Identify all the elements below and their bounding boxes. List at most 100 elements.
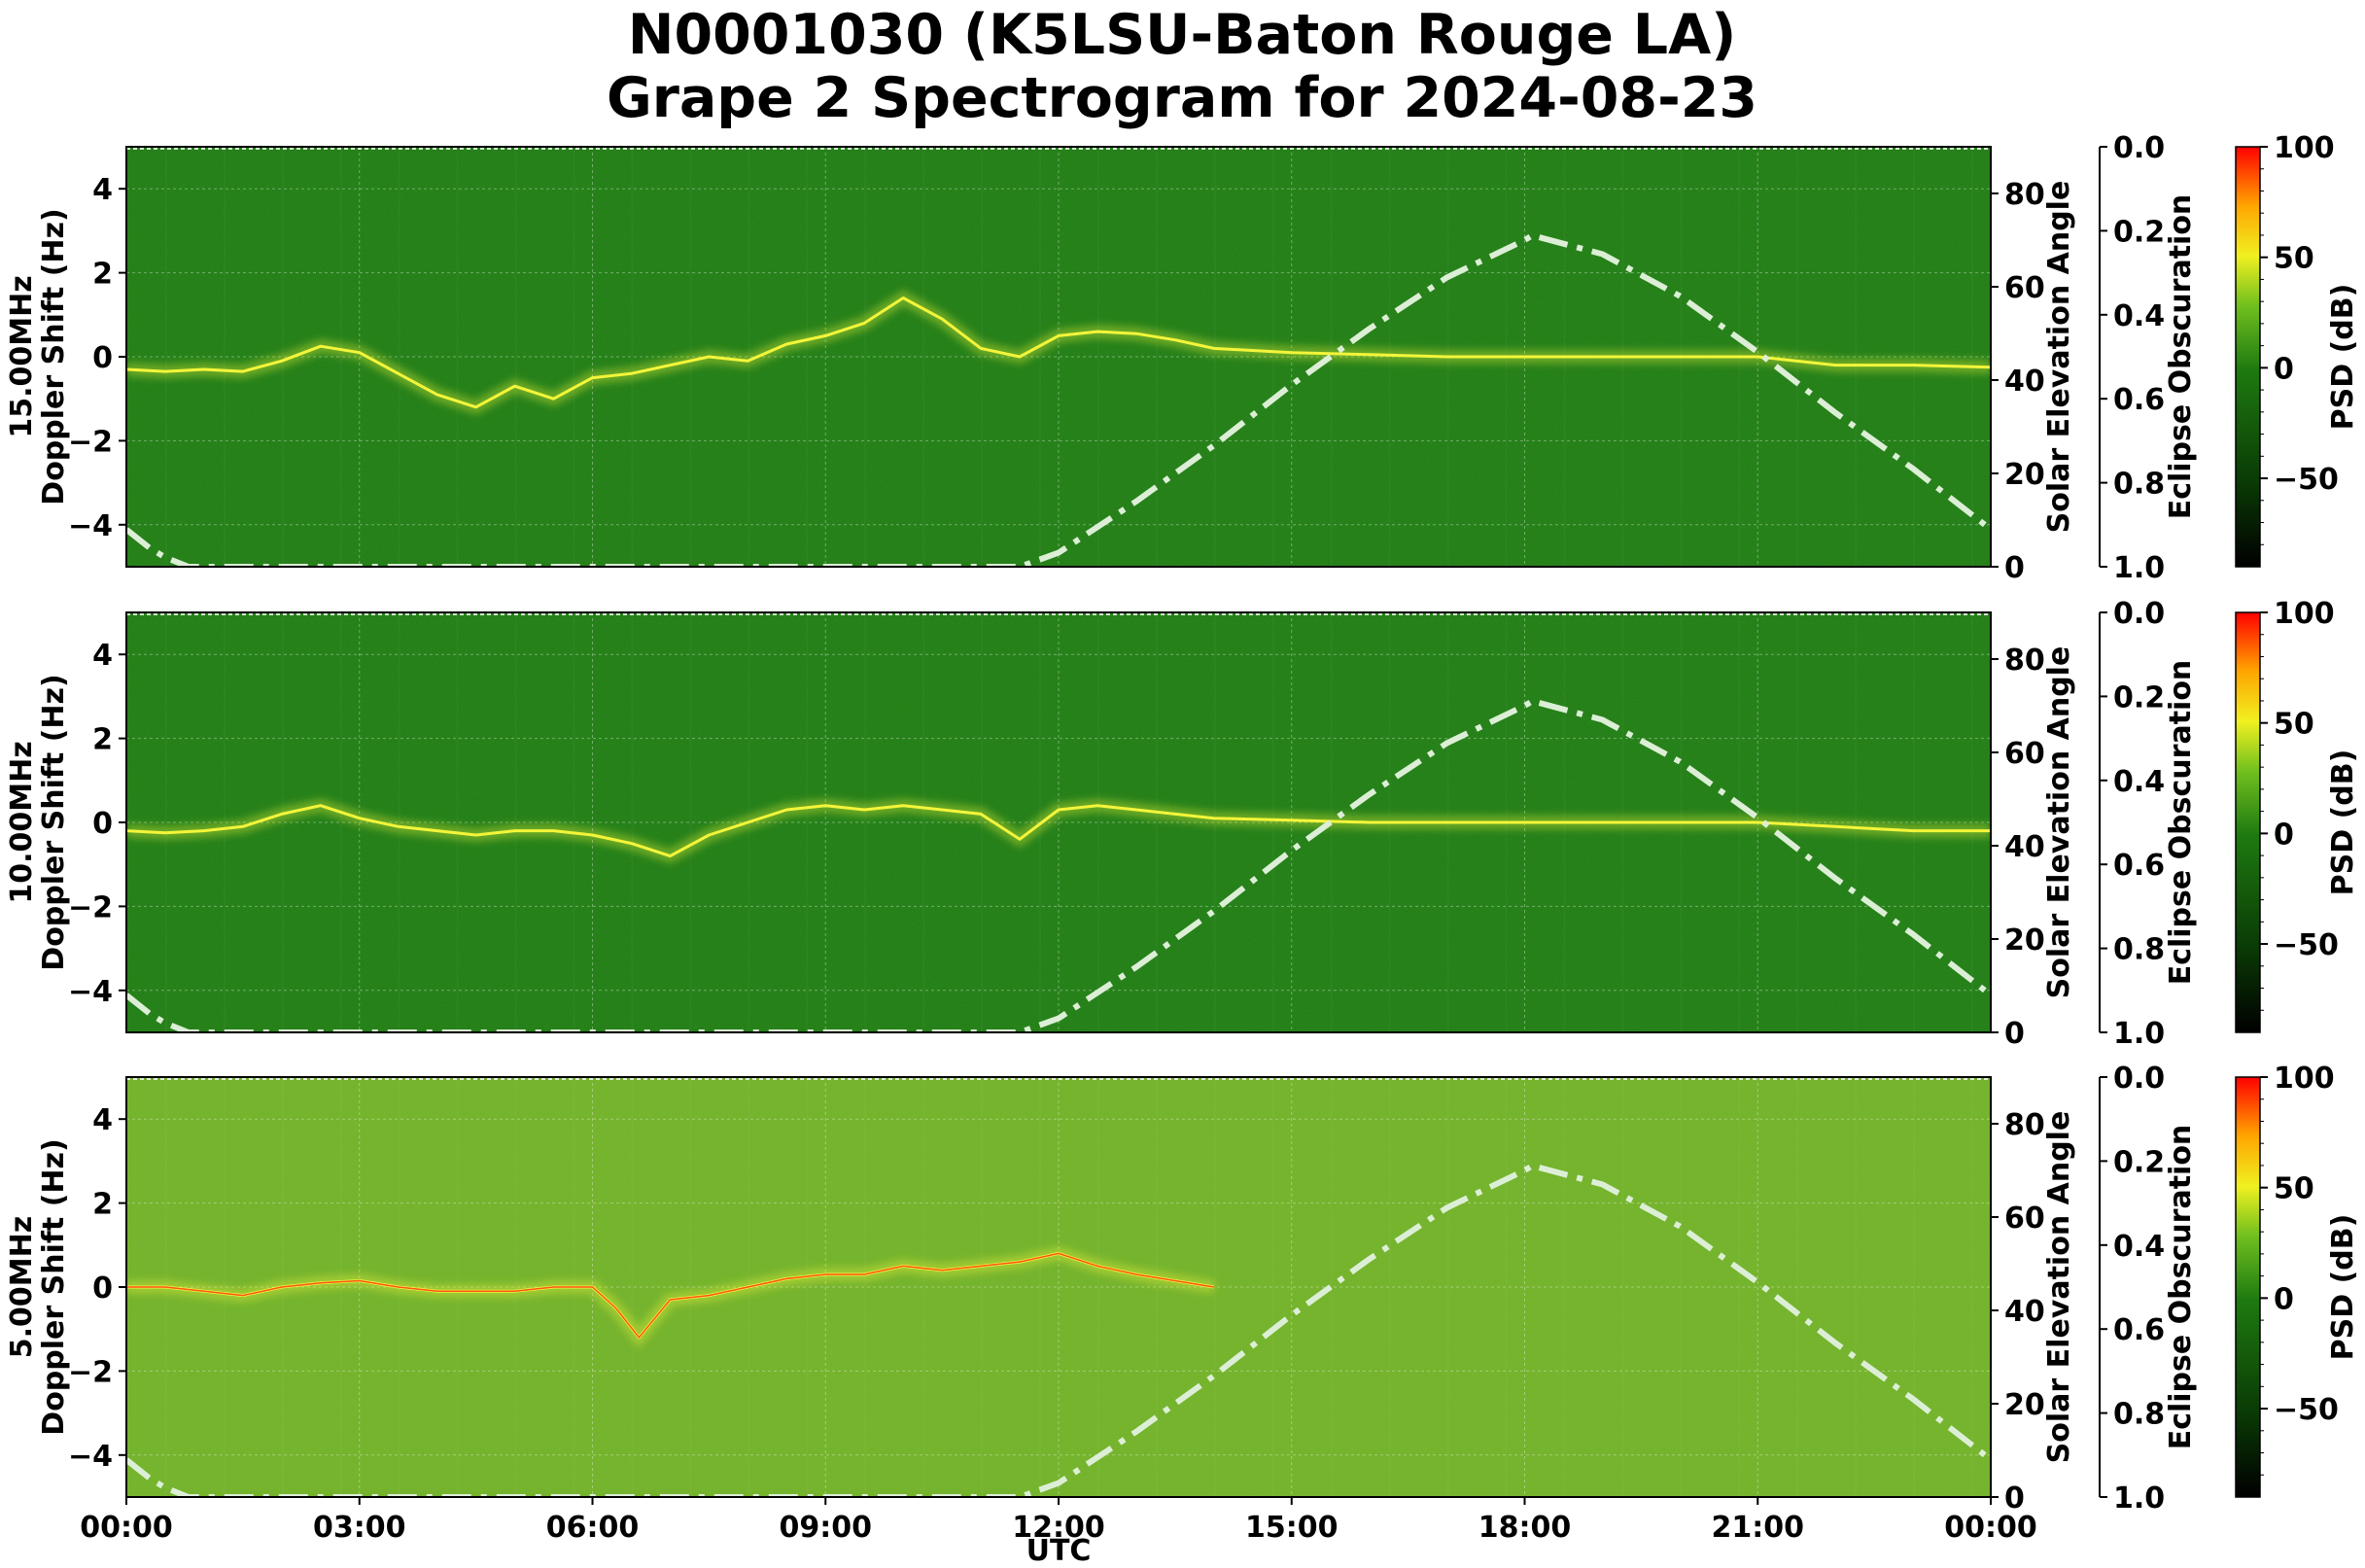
solar-axis-label: Solar Elevation Angle (2042, 181, 2076, 534)
solar-tick-label: 40 (2004, 830, 2045, 864)
y-tick-label: 0 (92, 341, 113, 375)
y-tick-label: 2 (92, 258, 113, 292)
doppler-trace-peak (126, 1252, 1214, 1339)
eclipse-tick-label: 1.0 (2113, 551, 2165, 585)
solar-tick-label: 20 (2004, 923, 2045, 958)
texture-stripe (981, 1077, 983, 1497)
eclipse-tick-label: 0.2 (2113, 680, 2165, 714)
solar-tick-label: 0 (2004, 1017, 2025, 1051)
frequency-label: 10.00MHz (5, 741, 39, 903)
texture-stripe (340, 147, 342, 567)
y-tick-label: −2 (68, 425, 113, 459)
eclipse-tick-label: 0.8 (2113, 1398, 2165, 1432)
texture-stripe (631, 612, 633, 1032)
texture-stripe (1214, 1077, 1216, 1497)
solar-tick-label: 20 (2004, 458, 2045, 492)
y-tick-label: 4 (92, 1103, 113, 1137)
frequency-label: 15.00MHz (5, 275, 39, 437)
y-tick-label: 0 (92, 1272, 113, 1306)
texture-stripe (806, 612, 808, 1032)
x-axis-label: UTC (1026, 1534, 1092, 1568)
doppler-trace (125, 296, 1992, 409)
texture-stripe (340, 612, 342, 1032)
colorbar-tick-label: 50 (2274, 708, 2314, 742)
x-tick-label: 03:00 (313, 1511, 406, 1545)
solar-tick-label: 80 (2004, 644, 2045, 678)
colorbar-tick-label: 100 (2274, 1062, 2335, 1096)
eclipse-tick-label: 1.0 (2113, 1481, 2165, 1516)
texture-stripe (689, 1077, 691, 1497)
texture-stripe (282, 612, 284, 1032)
colorbar-tick-label: 100 (2274, 131, 2335, 165)
colorbar-tick-label: 50 (2274, 1172, 2314, 1206)
texture-stripe (574, 147, 575, 567)
texture-stripe (689, 612, 691, 1032)
doppler-trace (125, 804, 1991, 858)
solar-tick-label: 0 (2004, 1481, 2025, 1516)
eclipse-tick-label: 1.0 (2113, 1017, 2165, 1051)
texture-stripe (457, 612, 459, 1032)
colorbar-tick-label: 0 (2274, 1282, 2294, 1316)
eclipse-tick-label: 0.2 (2113, 215, 2165, 249)
x-tick-label: 18:00 (1478, 1511, 1572, 1545)
solar-tick-label: 20 (2004, 1388, 2045, 1422)
texture-stripe (922, 147, 924, 567)
texture-stripe (457, 147, 459, 567)
x-tick-label: 09:00 (780, 1511, 873, 1545)
texture-stripe (224, 147, 226, 567)
texture-stripe (1156, 612, 1158, 1032)
texture-stripe (1214, 147, 1216, 567)
solar-tick-label: 60 (2004, 737, 2045, 771)
eclipse-tick-label: 0.0 (2113, 597, 2165, 631)
texture-stripe (1097, 147, 1099, 567)
eclipse-tick-label: 0.4 (2113, 299, 2165, 333)
eclipse-tick-label: 0.6 (2113, 849, 2165, 883)
solar-elevation-curve (126, 231, 1991, 567)
colorbar-label: PSD (dB) (2326, 284, 2360, 431)
eclipse-axis-label: Eclipse Obscuration (2164, 1125, 2198, 1450)
solar-tick-label: 40 (2004, 365, 2045, 399)
psd-colorbar (2235, 611, 2261, 1033)
texture-stripe (399, 147, 400, 567)
colorbar-tick-label: −50 (2274, 1393, 2339, 1427)
eclipse-tick-label: 0.8 (2113, 933, 2165, 967)
texture-stripe (806, 147, 808, 567)
texture-stripe (574, 612, 575, 1032)
frequency-label: 5.00MHz (5, 1216, 39, 1358)
texture-stripe (1039, 147, 1041, 567)
solar-axis-label: Solar Elevation Angle (2042, 1111, 2076, 1464)
y-tick-label: −2 (68, 1355, 113, 1389)
y-tick-label: 2 (92, 723, 113, 757)
x-tick-label: 12:00 (1012, 1511, 1105, 1545)
eclipse-tick-label: 0.6 (2113, 1313, 2165, 1347)
solar-tick-label: 80 (2004, 178, 2045, 212)
eclipse-tick-label: 0.4 (2113, 1230, 2165, 1264)
colorbar-label: PSD (dB) (2326, 1214, 2360, 1361)
texture-stripe (631, 147, 633, 567)
colorbar-tick-label: 0 (2274, 352, 2294, 386)
x-tick-label: 15:00 (1245, 1511, 1339, 1545)
y-tick-label: 4 (92, 639, 113, 673)
eclipse-tick-label: 0.2 (2113, 1145, 2165, 1179)
colorbar-tick-label: 50 (2274, 242, 2314, 276)
solar-tick-label: 80 (2004, 1108, 2045, 1142)
y-tick-label: −2 (68, 890, 113, 924)
texture-stripe (981, 147, 983, 567)
y-tick-label: 0 (92, 807, 113, 841)
texture-stripe (864, 612, 866, 1032)
texture-stripe (515, 612, 517, 1032)
solar-tick-label: 60 (2004, 271, 2045, 305)
texture-stripe (631, 1077, 633, 1497)
texture-stripe (1097, 1077, 1099, 1497)
y-tick-label: −4 (68, 509, 113, 543)
colorbar-tick-label: 100 (2274, 597, 2335, 631)
solar-tick-label: 60 (2004, 1202, 2045, 1236)
psd-colorbar (2235, 1076, 2261, 1498)
colorbar-tick-label: 0 (2274, 818, 2294, 852)
y-axis-label: Doppler Shift (Hz) (37, 674, 71, 970)
utc-x-axis: 00:00 03:00 06:00 09:00 12:00 15:00 18:00 21:00… (80, 1497, 2037, 1545)
eclipse-axis-label: Eclipse Obscuration (2164, 660, 2198, 986)
